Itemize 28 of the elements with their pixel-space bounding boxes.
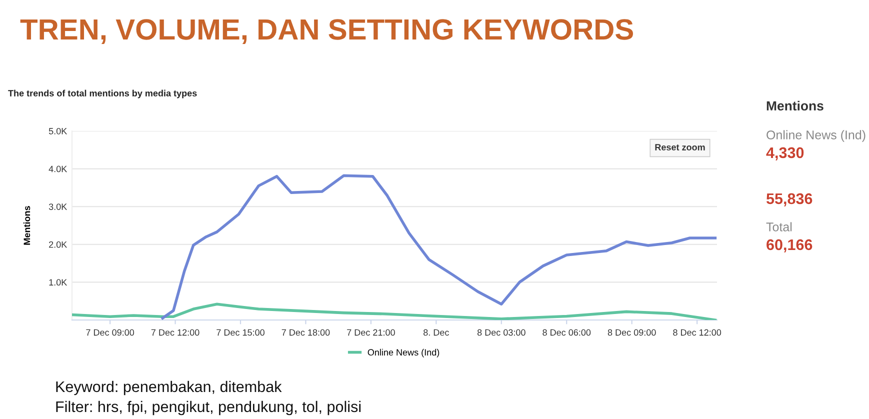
y-tick-label: 1.0K — [49, 279, 68, 286]
text: Filter: hrs, fpi, pengikut, pendukung, tol, polisi — [56, 400, 361, 416]
text: Keyword: penembakan, ditembak — [56, 380, 282, 396]
text: 60,166 — [766, 239, 812, 252]
x-tick-label: 8 Dec 03:00 — [477, 329, 526, 336]
text: 55,836 — [766, 193, 812, 206]
annotation: Reset zoom — [655, 144, 705, 150]
chart-subtitle: The trends of total mentions by media types — [8, 90, 197, 98]
x-tick-label: 8 Dec 06:00 — [542, 329, 591, 336]
x-tick-label: 7 Dec 21:00 — [347, 329, 395, 336]
x-tick-label: 7 Dec 09:00 — [86, 329, 134, 336]
x-tick-label: 8 Dec 12:00 — [673, 329, 722, 336]
x-tick-label: 8. Dec — [424, 329, 449, 336]
text: 4,330 — [766, 147, 804, 160]
chart-title: TREN, VOLUME, DAN SETTING KEYWORDS — [20, 19, 633, 44]
y-axis-title: Mentions — [23, 206, 30, 245]
x-tick-label: 7 Dec 12:00 — [151, 329, 200, 336]
y-tick-label: 2.0K — [49, 241, 68, 248]
x-tick-label: 7 Dec 15:00 — [216, 329, 264, 336]
y-tick-label: 3.0K — [48, 204, 68, 210]
text: Total — [766, 222, 792, 232]
text: Mentions — [766, 100, 824, 111]
x-tick-label: 8 Dec 09:00 — [608, 329, 656, 336]
y-tick-label: 5.0K — [48, 128, 68, 134]
y-tick-label: 4.0K — [48, 166, 68, 172]
text: Online News (Ind) — [766, 130, 866, 142]
legend-label: Online News (Ind) — [368, 348, 440, 358]
x-tick-label: 7 Dec 18:00 — [282, 329, 330, 336]
